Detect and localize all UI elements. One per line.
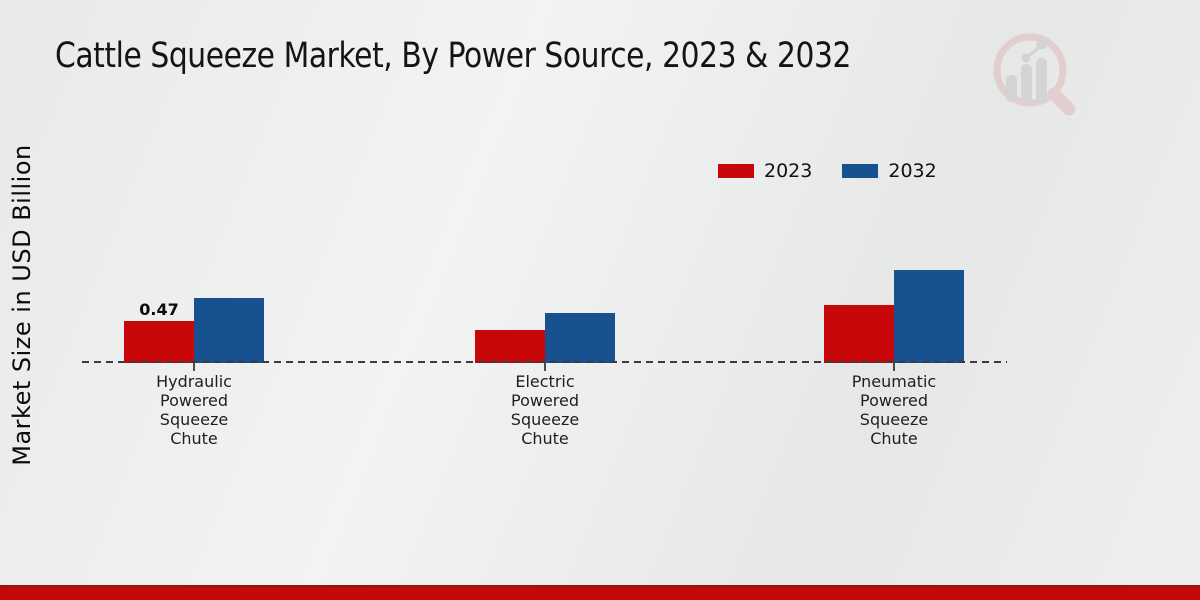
bar-2032-electric bbox=[545, 313, 615, 363]
magnifier-lens-icon bbox=[993, 33, 1067, 107]
legend-label: 2023 bbox=[764, 160, 813, 182]
bar-2032-hydraulic bbox=[194, 298, 264, 363]
x-axis-tick bbox=[193, 363, 195, 371]
x-axis-tick bbox=[893, 363, 895, 371]
x-axis-dashed-line bbox=[82, 361, 1007, 363]
legend: 2023 2032 bbox=[718, 160, 937, 182]
y-axis-label: Market Size in USD Billion bbox=[8, 144, 36, 466]
magnifier-handle-icon bbox=[1047, 87, 1076, 116]
legend-swatch-2023 bbox=[718, 164, 754, 178]
legend-item-2023: 2023 bbox=[718, 160, 812, 182]
legend-swatch-2032 bbox=[842, 164, 879, 178]
category-label-electric: Electric Powered Squeeze Chute bbox=[510, 372, 580, 448]
legend-item-2032: 2032 bbox=[842, 160, 937, 182]
logo-bar-mid-icon bbox=[1021, 64, 1032, 102]
logo-bar-short-icon bbox=[1006, 75, 1017, 102]
bar-2023-electric bbox=[475, 330, 545, 363]
bar-2023-pneumatic bbox=[824, 305, 894, 363]
logo-bar-tall-icon bbox=[1036, 58, 1047, 102]
footer-accent-bar bbox=[0, 585, 1200, 600]
logo-trend-dot-icon bbox=[1021, 53, 1031, 63]
bar-2032-pneumatic bbox=[894, 270, 964, 363]
logo-trend-dot-icon bbox=[1036, 38, 1048, 50]
bar-2023-hydraulic bbox=[124, 321, 194, 363]
chart-title: Cattle Squeeze Market, By Power Source, … bbox=[55, 36, 851, 76]
category-label-pneumatic: Pneumatic Powered Squeeze Chute bbox=[851, 372, 937, 448]
bar-value-label: 0.47 bbox=[139, 300, 179, 319]
magnifier-bar-chart-logo-icon bbox=[993, 33, 1076, 116]
legend-label: 2032 bbox=[888, 160, 937, 182]
x-axis-tick bbox=[544, 363, 546, 371]
category-label-hydraulic: Hydraulic Powered Squeeze Chute bbox=[156, 372, 232, 448]
